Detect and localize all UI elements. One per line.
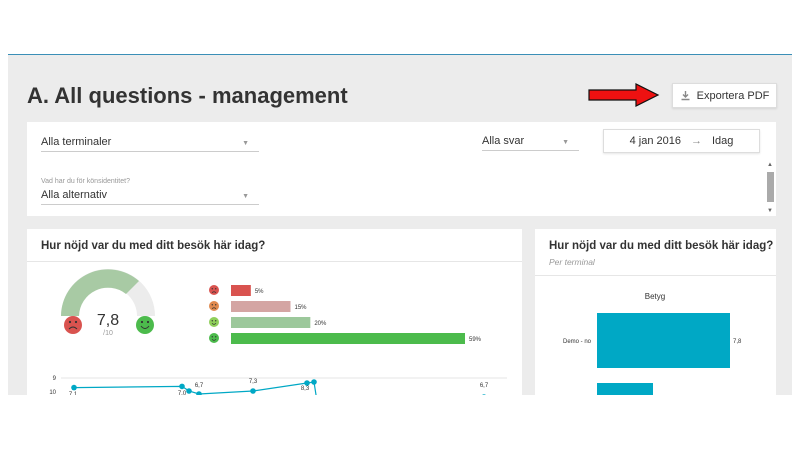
trend-point-label: 7,0 xyxy=(178,391,187,395)
answer-select[interactable]: Alla svar ▼ xyxy=(482,135,579,151)
trend-point xyxy=(250,388,256,394)
dashboard-viewport: A. All questions - management Exportera … xyxy=(8,54,792,395)
trend-point-label: 6,7 xyxy=(195,383,204,389)
distribution-bars: 5% 15% 20% 59% xyxy=(209,285,482,344)
chevron-down-icon: ▼ xyxy=(242,140,249,147)
terminal-category-label: Demo - no xyxy=(563,339,592,345)
date-from: 4 jan 2016 xyxy=(629,135,681,147)
gender-select-label: Vad har du för könsidentitet? xyxy=(41,178,130,185)
arrow-right-icon: → xyxy=(690,135,702,147)
per-terminal-card: Hur nöjd var du med ditt besök här idag?… xyxy=(535,229,776,395)
terminal-select-value: Alla terminaler xyxy=(41,136,112,148)
trend-point xyxy=(179,383,185,390)
very-happy-face-icon xyxy=(209,333,219,343)
y-tick-label: 9 xyxy=(53,376,57,382)
download-icon xyxy=(681,91,690,101)
answer-select-value: Alla svar xyxy=(482,135,525,147)
card-divider xyxy=(535,275,776,276)
trend-line-chart: 9 10 7,1 7,0 6,7 7,3 8,3 6,7 xyxy=(49,376,507,395)
score-max: /10 xyxy=(103,330,113,337)
trend-point-label: 6,7 xyxy=(480,383,489,389)
terminal-value-label: 7,8 xyxy=(733,339,742,345)
distribution-bar-label: 20% xyxy=(314,321,327,327)
trend-point xyxy=(71,384,77,391)
trend-point xyxy=(196,391,202,395)
trend-point xyxy=(186,388,192,394)
y-tick-label: 10 xyxy=(49,390,56,395)
terminal-bar xyxy=(597,313,730,368)
distribution-bar xyxy=(231,301,291,312)
trend-point xyxy=(304,380,310,386)
satisfaction-visuals: 7,8 /10 5% 15% 20% 59% 9 10 7,1 7,0 6,7 7,3 8,3 6,… xyxy=(49,269,507,395)
gender-select-value: Alla alternativ xyxy=(41,189,108,201)
trend-point xyxy=(311,379,317,385)
very-happy-face-icon xyxy=(136,316,154,334)
scroll-down-icon[interactable]: ▼ xyxy=(767,208,773,214)
score-value: 7,8 xyxy=(97,312,119,329)
distribution-bar xyxy=(231,317,311,328)
satisfaction-card: Hur nöjd var du med ditt besök här idag?… xyxy=(27,229,522,395)
per-terminal-card-title: Hur nöjd var du med ditt besök här idag? xyxy=(549,240,774,252)
date-to: Idag xyxy=(711,135,734,147)
terminal-select[interactable]: Alla terminaler ▼ xyxy=(41,136,259,152)
unhappy-face-icon xyxy=(209,301,219,311)
scroll-thumb[interactable] xyxy=(767,172,774,202)
score-gauge-fill xyxy=(61,269,139,316)
export-pdf-button[interactable]: Exportera PDF xyxy=(672,83,777,108)
very-unhappy-face-icon xyxy=(64,316,82,334)
filter-panel: Alla terminaler ▼ Alla svar ▼ 4 jan 2016… xyxy=(27,122,776,216)
per-terminal-card-subtitle: Per terminal xyxy=(549,257,595,267)
distribution-bar-label: 5% xyxy=(255,289,264,295)
very-unhappy-face-icon xyxy=(209,285,219,295)
trend-point xyxy=(482,394,486,395)
distribution-bar xyxy=(231,285,251,296)
export-pdf-label: Exportera PDF xyxy=(696,89,770,102)
happy-face-icon xyxy=(209,317,219,327)
red-arrow-annotation xyxy=(588,83,660,107)
terminal-bar-chart: Betyg Demo - no 7,8 xyxy=(563,292,742,395)
gender-select[interactable]: Alla alternativ ▼ xyxy=(41,189,259,205)
chevron-down-icon: ▼ xyxy=(242,193,249,200)
trend-point-label: 7,3 xyxy=(249,379,258,385)
distribution-bar xyxy=(231,333,465,344)
distribution-bar-label: 15% xyxy=(294,305,307,311)
scroll-up-icon[interactable]: ▲ xyxy=(767,162,773,168)
terminal-chart-title: Betyg xyxy=(645,292,665,301)
trend-point-label: 7,1 xyxy=(69,392,78,395)
trend-point-label: 8,3 xyxy=(301,386,310,392)
distribution-bar-label: 59% xyxy=(469,337,482,343)
page-title: A. All questions - management xyxy=(27,83,348,108)
satisfaction-card-title: Hur nöjd var du med ditt besök här idag? xyxy=(41,240,266,252)
chevron-down-icon: ▼ xyxy=(562,139,569,146)
date-range-picker[interactable]: 4 jan 2016 → Idag xyxy=(603,129,760,153)
card-divider xyxy=(27,261,522,262)
filter-scrollbar[interactable]: ▲ ▼ xyxy=(766,162,775,216)
terminal-bar xyxy=(597,383,653,395)
